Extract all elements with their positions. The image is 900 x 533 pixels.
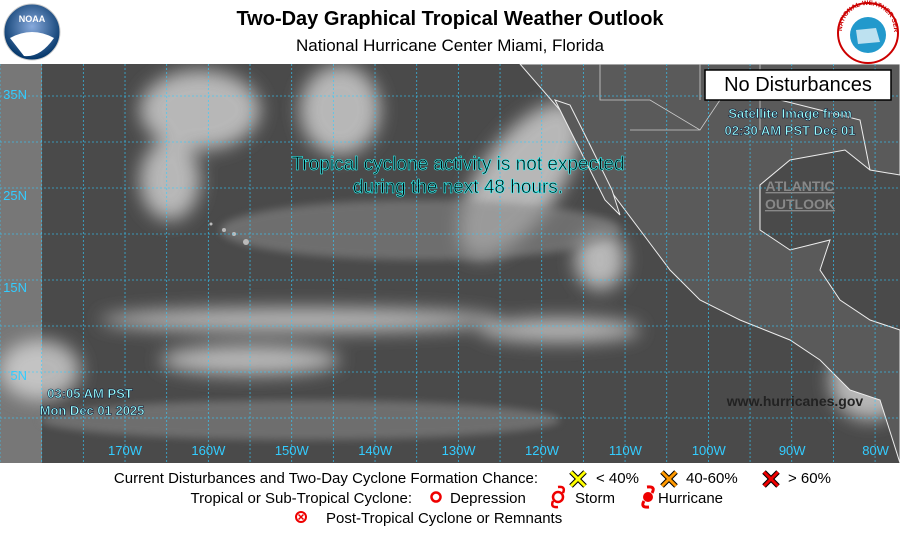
latitude-label: 15N	[3, 280, 27, 295]
latitude-label: 25N	[3, 188, 27, 203]
legend-storm: Storm	[575, 490, 615, 507]
longitude-label: 160W	[191, 443, 226, 458]
legend-icon	[569, 470, 587, 488]
issued-date: Mon Dec 01 2025	[40, 403, 145, 418]
legend-label: Tropical or Sub-Tropical Cyclone:	[191, 490, 412, 507]
legend-icon	[550, 485, 566, 509]
logo-text: NOAA	[19, 14, 46, 24]
longitude-label: 150W	[275, 443, 310, 458]
title: Two-Day Graphical Tropical Weather Outlo…	[236, 8, 664, 30]
legend-icon	[295, 511, 307, 523]
longitude-label: 90W	[779, 443, 806, 458]
longitude-label: 130W	[442, 443, 477, 458]
longitude-label: 170W	[108, 443, 143, 458]
legend-medium: 40-60%	[686, 470, 738, 487]
outlook-message: during the next 48 hours.	[353, 177, 563, 198]
latitude-label: 5N	[10, 368, 27, 383]
longitude-label: 100W	[692, 443, 727, 458]
satellite-note: Satellite Image from	[728, 106, 852, 121]
satellite-map	[0, 64, 900, 463]
atlantic-link[interactable]: OUTLOOK	[765, 196, 835, 212]
latitude-label: 35N	[3, 87, 27, 102]
legend-hurricane: Hurricane	[658, 490, 723, 507]
legend-icon	[762, 470, 780, 488]
satellite-note: 02:30 AM PST Dec 01	[724, 123, 855, 138]
status-text: No Disturbances	[724, 74, 872, 96]
outlook-message: Tropical cyclone activity is not expecte…	[291, 154, 624, 175]
noaa-logo: NOAA	[3, 3, 61, 61]
status-box	[704, 69, 892, 101]
legend-depression: Depression	[450, 490, 526, 507]
atlantic-link[interactable]: ATLANTIC	[766, 178, 835, 194]
legend-icon	[660, 470, 678, 488]
legend-low: < 40%	[596, 470, 639, 487]
legend-icon	[643, 492, 653, 502]
longitude-label: 140W	[358, 443, 393, 458]
longitude-label: 120W	[525, 443, 560, 458]
legend-post-tropical: Post-Tropical Cyclone or Remnants	[326, 510, 562, 527]
legend-high: > 60%	[788, 470, 831, 487]
legend-icon	[430, 491, 442, 503]
website[interactable]: www.hurricanes.gov	[726, 393, 864, 409]
legend-label: Current Disturbances and Two-Day Cyclone…	[114, 470, 538, 487]
issued-time: 03:05 AM PST	[47, 386, 133, 401]
longitude-label: 110W	[609, 443, 643, 458]
subtitle: National Hurricane Center Miami, Florida	[296, 36, 605, 55]
longitude-label: 80W	[862, 443, 889, 458]
